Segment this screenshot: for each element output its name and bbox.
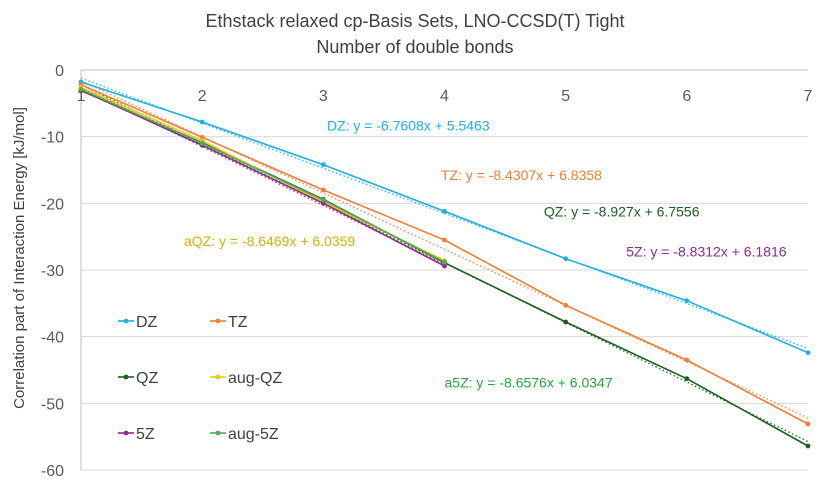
data-point-tz: [199, 134, 205, 140]
y-axis-label: Correlation part of Interaction Energy […: [11, 107, 28, 409]
series-line-5z: [80, 89, 445, 267]
legend-marker-5z: [123, 430, 129, 436]
legend-marker-dz: [123, 318, 129, 324]
legend-label-aug-qz: aug-QZ: [228, 370, 282, 387]
data-point-qz: [684, 376, 690, 382]
y-tick-label: -60: [41, 463, 64, 480]
series-lines: [78, 79, 811, 449]
legend-item-qz: QZ: [118, 370, 158, 387]
data-point-dz: [199, 119, 205, 125]
legend-label-tz: TZ: [228, 314, 248, 331]
data-point-aug-5z: [78, 86, 84, 92]
data-point-dz: [320, 162, 326, 168]
data-point-5z: [442, 263, 447, 269]
data-point-aug-5z: [442, 259, 447, 265]
legend-label-dz: DZ: [136, 314, 158, 331]
x-tick-label: 1: [77, 88, 86, 105]
legend-item-aug-5z: aug-5Z: [210, 426, 279, 443]
data-point-dz: [684, 298, 690, 304]
chart-title: Ethstack relaxed cp-Basis Sets, LNO-CCSD…: [205, 11, 624, 31]
data-point-aug-5z: [320, 197, 326, 203]
data-point-tz: [805, 421, 811, 427]
x-tick-label: 6: [682, 88, 691, 105]
data-point-dz: [442, 208, 447, 214]
legend-label-qz: QZ: [136, 370, 158, 387]
y-tick-label: -20: [41, 196, 64, 213]
data-point-tz: [320, 187, 326, 193]
series-line-aug-5z: [80, 88, 445, 263]
data-point-aug-5z: [199, 140, 205, 146]
trendline-label-5z: 5Z: y = -8.8312x + 6.1816: [626, 244, 787, 260]
x-tick-label: 2: [198, 88, 207, 105]
data-point-qz: [563, 319, 569, 325]
legend-label-aug-5z: aug-5Z: [228, 426, 279, 443]
legend-item-tz: TZ: [210, 314, 248, 331]
legend-marker-aug-5z: [215, 430, 221, 436]
trendline-label-qz: QZ: y = -8.927x + 6.7556: [544, 204, 700, 220]
data-point-tz: [684, 357, 690, 363]
x-tick-label: 3: [319, 88, 328, 105]
trendline-label-tz: TZ: y = -8.4307x + 6.8358: [441, 167, 602, 183]
data-point-5z: [320, 200, 326, 206]
legend-label-5z: 5Z: [136, 426, 155, 443]
data-point-dz: [563, 256, 569, 262]
legend-item-5z: 5Z: [118, 426, 155, 443]
trendline-labels: DZ: y = -6.7608x + 5.5463 TZ: y = -8.4307…: [184, 118, 787, 391]
y-tick-label: -40: [41, 330, 64, 347]
data-point-tz: [563, 302, 569, 308]
legend: DZ TZ QZ aug-QZ 5Z aug-5Z: [118, 314, 282, 443]
data-point-qz: [805, 443, 811, 449]
y-tick-label: -30: [41, 263, 64, 280]
legend-item-aug-qz: aug-QZ: [210, 370, 282, 387]
axes: 0 -10 -20 -30 -40 -50 -60 1 2 3 4 5 6 7: [41, 63, 813, 480]
data-point-dz: [805, 350, 811, 356]
x-tick-label: 7: [804, 88, 813, 105]
x-tick-label: 4: [440, 88, 449, 105]
trendline-label-dz: DZ: y = -6.7608x + 5.5463: [327, 118, 490, 134]
legend-marker-qz: [123, 374, 129, 380]
y-tick-label: 0: [55, 63, 64, 80]
trendline-label-aqz: aQZ: y = -8.6469x + 6.0359: [184, 233, 355, 249]
y-tick-label: -50: [41, 396, 64, 413]
legend-marker-aug-qz: [215, 374, 221, 380]
trendline-tz: [80, 79, 809, 419]
legend-marker-tz: [215, 318, 221, 324]
y-tick-label: -10: [41, 130, 64, 147]
data-point-tz: [442, 237, 447, 243]
legend-item-dz: DZ: [118, 314, 158, 331]
x-tick-label: 5: [561, 88, 570, 105]
trendline-label-a5z: a5Z: y = -8.6576x + 6.0347: [445, 374, 613, 390]
chart-subtitle: Number of double bonds: [316, 37, 513, 57]
